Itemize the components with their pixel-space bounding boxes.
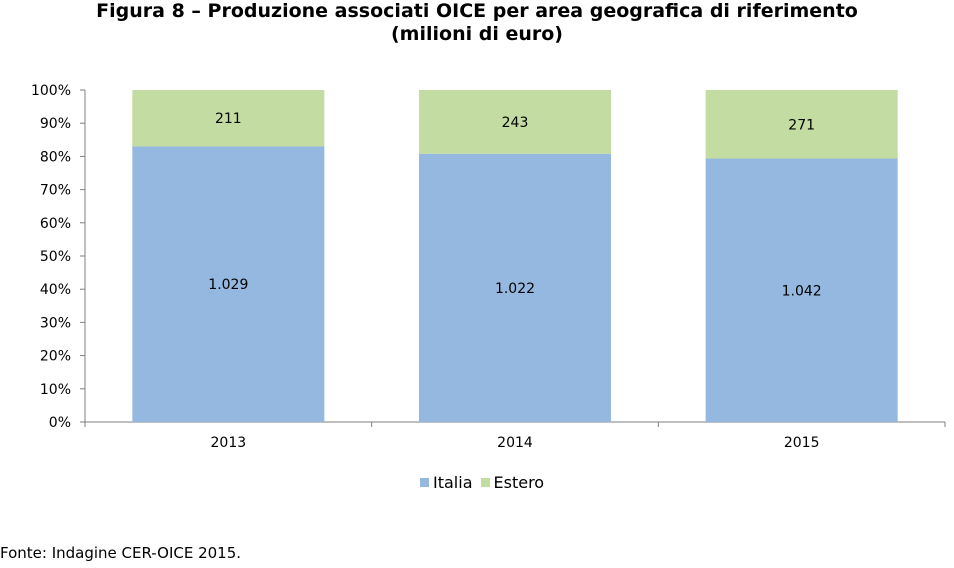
bar-segment: [705, 90, 898, 159]
y-tick-label: 50%: [40, 249, 71, 265]
bar-segment: [705, 158, 898, 422]
y-tick-label: 70%: [40, 183, 71, 199]
bar-segment: [419, 90, 611, 154]
y-tick-label: 0%: [49, 415, 71, 431]
data-label: 271: [788, 117, 815, 133]
y-tick-label: 90%: [40, 116, 71, 132]
title-line-2: (milioni di euro): [391, 23, 563, 45]
y-tick-label: 100%: [31, 83, 71, 99]
y-tick-label: 40%: [40, 282, 71, 298]
bar-segment: [132, 90, 325, 147]
stacked-bar-chart: 0% 10% 20% 30% 40% 50% 60% 70% 80% 90% 100% 2013 1.0…: [31, 83, 946, 451]
legend: Italia Estero: [420, 473, 552, 492]
bar-segment: [419, 153, 611, 422]
x-tick-label: 2014: [497, 435, 533, 451]
legend-label-italia: Italia: [433, 473, 473, 492]
y-tick-label: 60%: [40, 216, 71, 232]
legend-label-estero: Estero: [493, 473, 545, 492]
y-tick-label: 10%: [40, 382, 71, 398]
chart-title: Figura 8 – Produzione associati OICE per…: [0, 0, 954, 46]
x-tick-label: 2013: [211, 435, 247, 451]
data-label: 243: [502, 115, 529, 131]
source-note: Fonte: Indagine CER-OICE 2015.: [0, 544, 242, 562]
y-tick-label: 20%: [40, 349, 71, 365]
title-line-1: Figura 8 – Produzione associati OICE per…: [96, 0, 858, 22]
bar-segment: [132, 146, 325, 423]
data-label: 1.029: [208, 277, 248, 293]
data-label: 1.042: [782, 283, 822, 299]
data-label: 1.022: [495, 281, 535, 297]
x-tick-label: 2015: [784, 435, 820, 451]
data-label: 211: [215, 111, 242, 127]
legend-item-estero: Estero: [480, 473, 545, 492]
y-tick-label: 30%: [40, 315, 71, 331]
legend-swatch-estero: [480, 478, 490, 487]
legend-swatch-italia: [420, 478, 429, 487]
legend-item-italia: Italia: [420, 473, 473, 492]
y-tick-label: 80%: [40, 149, 71, 165]
